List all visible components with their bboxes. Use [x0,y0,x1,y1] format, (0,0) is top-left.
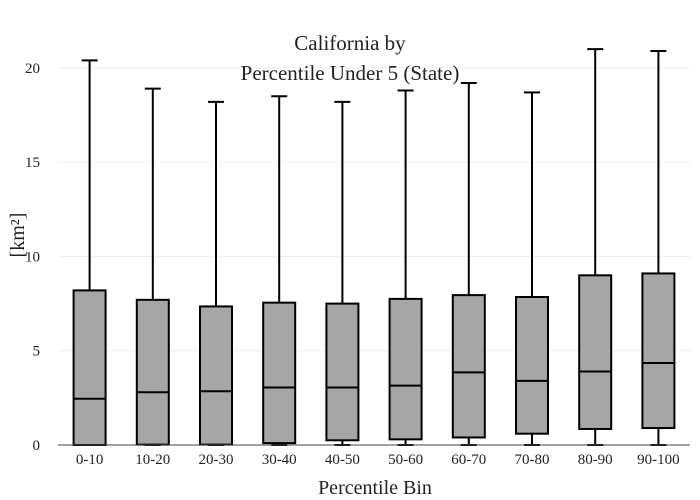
y-tick-label: 15 [25,155,40,171]
x-tick-label: 90-100 [637,452,680,468]
x-axis-title: Percentile Bin [318,477,432,499]
box-iqr [451,294,486,439]
y-tick-label: 10 [25,249,40,265]
y-tick-label: 20 [25,61,40,77]
box-30-40 [262,95,297,446]
box-iqr [325,302,360,442]
x-tick-label: 50-60 [388,452,423,468]
box-series [72,48,676,446]
x-tick-label: 30-40 [262,452,297,468]
y-tick-label: 5 [33,344,41,360]
box-iqr [388,297,423,441]
box-20-30 [199,100,233,446]
box-iqr [262,301,297,445]
x-tick-label: 80-90 [578,452,613,468]
box-40-50 [325,100,360,446]
box-iqr [515,296,549,435]
x-tick-label: 60-70 [451,452,486,468]
box-10-20 [135,87,170,446]
box-iqr [72,289,107,446]
box-iqr [135,298,170,446]
box-iqr [199,305,233,446]
box-90-100 [641,49,676,446]
box-0-10 [72,59,107,446]
x-tick-label: 10-20 [135,452,170,468]
box-50-60 [388,89,423,446]
x-tick-label: 70-80 [515,452,550,468]
box-80-90 [578,48,613,446]
chart-title-line-1: California by [294,31,406,55]
x-tick-label: 40-50 [325,452,360,468]
box-iqr [641,272,676,430]
box-iqr [578,274,613,430]
box-60-70 [451,82,486,446]
box-70-80 [515,91,549,446]
chart-title-line-2: Percentile Under 5 (State) [241,61,460,85]
x-tick-labels: 0-10 10-20 20-30 30-40 40-50 50-60 60-70 70-80 8… [76,452,680,468]
x-tick-label: 20-30 [199,452,234,468]
x-tick-label: 0-10 [76,452,104,468]
y-axis-title: [km²] [7,213,29,258]
y-tick-label: 0 [33,438,41,454]
y-tick-labels: 0 5 10 15 20 [25,61,40,454]
